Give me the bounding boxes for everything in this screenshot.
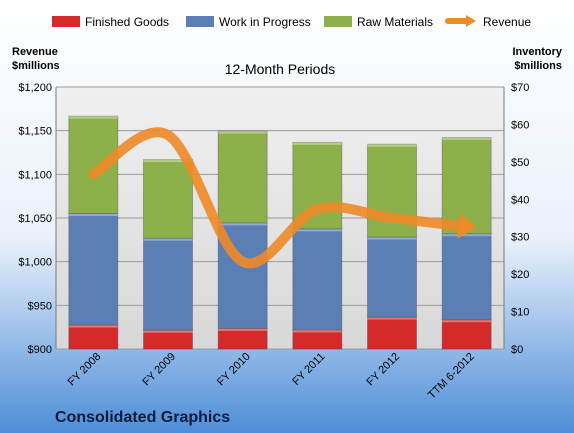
bar-highlight — [367, 237, 417, 240]
bar-highlight — [68, 213, 118, 217]
legend-swatch-work-in-progress — [186, 16, 214, 27]
legend-swatch-finished-goods — [52, 16, 80, 27]
bar-highlight — [442, 233, 492, 237]
left-tick-label: $900 — [28, 344, 52, 356]
legend-label-finished-goods: Finished Goods — [85, 15, 169, 29]
bar-highlight — [143, 330, 193, 333]
right-axis-title-line2: $millions — [514, 60, 562, 72]
bar-raw-materials — [217, 130, 268, 224]
bar-highlight — [68, 116, 118, 119]
bar-highlight — [143, 238, 193, 241]
revenue-line-layer — [88, 127, 477, 269]
bar-highlight — [292, 329, 342, 333]
right-tick-label: $0 — [511, 344, 523, 356]
right-tick-label: $30 — [511, 232, 529, 244]
bar-highlight — [143, 159, 193, 163]
bar-highlight — [218, 328, 268, 331]
revenue-line — [88, 127, 472, 269]
bar-raw-materials — [143, 159, 193, 239]
legend-label-raw-materials: Raw Materials — [357, 15, 433, 29]
right-axis-title-line1: Inventory — [512, 46, 562, 58]
company-name: Consolidated Graphics — [55, 409, 230, 426]
bar-highlight — [68, 325, 118, 328]
left-tick-label: $1,050 — [18, 213, 52, 225]
right-tick-label: $20 — [511, 269, 529, 281]
bar-work-in-progress — [441, 233, 492, 321]
bar-raw-materials — [441, 137, 492, 235]
legend-swatch-raw-materials — [324, 16, 352, 27]
right-tick-label: $50 — [511, 157, 529, 169]
legend-label-revenue: Revenue — [483, 15, 531, 29]
right-tick-label: $10 — [511, 307, 529, 319]
bar-highlight — [442, 137, 492, 141]
bar-highlight — [292, 142, 342, 145]
bar-finished-goods — [441, 319, 492, 350]
bar-finished-goods — [217, 327, 268, 350]
bar-finished-goods — [143, 329, 193, 350]
left-axis-title-line1: Revenue — [12, 46, 58, 58]
chart-title: 12-Month Periods — [225, 61, 336, 77]
bars — [68, 115, 492, 350]
left-tick-label: $1,000 — [18, 257, 52, 269]
right-tick-label: $70 — [511, 82, 529, 94]
bar-finished-goods — [292, 329, 343, 350]
left-tick-label: $950 — [28, 300, 52, 312]
left-axis-title-line2: $millions — [12, 60, 60, 72]
revenue-arrowhead — [457, 212, 477, 239]
bar-highlight — [218, 222, 268, 226]
left-tick-label: $1,150 — [18, 126, 52, 138]
bar-highlight — [367, 144, 417, 147]
bar-highlight — [218, 131, 268, 134]
left-tick-label: $1,100 — [18, 169, 52, 181]
legend: Finished Goods Work in Progress Raw Mate… — [52, 15, 531, 29]
bar-finished-goods — [68, 324, 119, 350]
bar-work-in-progress — [68, 213, 119, 326]
bar-work-in-progress — [143, 237, 193, 331]
legend-label-work-in-progress: Work in Progress — [219, 15, 311, 29]
bar-finished-goods — [367, 316, 417, 350]
bar-highlight — [292, 228, 342, 232]
right-tick-label: $40 — [511, 194, 529, 206]
legend-swatch-revenue-arrow — [466, 15, 476, 27]
bar-highlight — [442, 319, 492, 323]
bar-work-in-progress — [292, 228, 343, 331]
left-tick-label: $1,200 — [18, 82, 52, 94]
bar-highlight — [367, 317, 417, 320]
right-tick-label: $60 — [511, 119, 529, 131]
bar-work-in-progress — [367, 236, 417, 318]
